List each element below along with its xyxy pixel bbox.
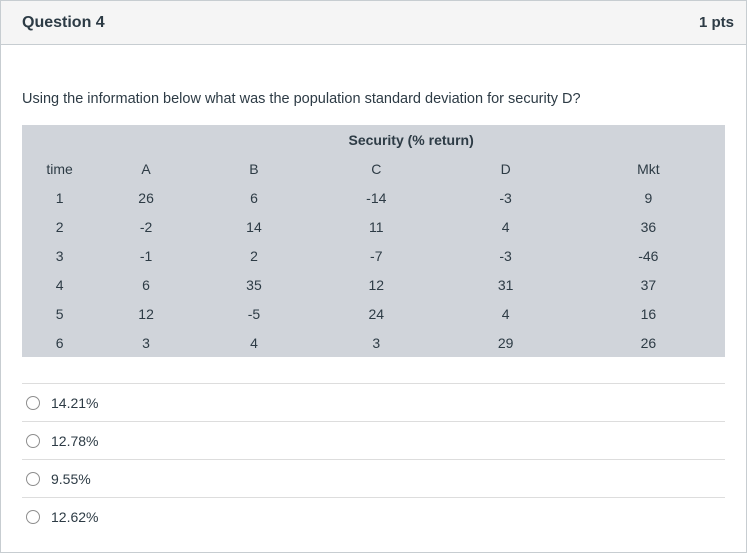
col-header-c: C (371, 160, 382, 177)
table-cell: 11 (369, 218, 384, 235)
table-cell: -46 (638, 247, 659, 264)
table-cell: 35 (246, 276, 262, 293)
table-cell: -2 (139, 218, 153, 235)
table-cell: 3 (372, 334, 381, 351)
table-row: 5 12 -5 24 4 16 (22, 299, 725, 328)
answer-option[interactable]: 12.62% (22, 498, 725, 536)
table-cell: 26 (138, 189, 154, 206)
table-cell: 3 (55, 247, 64, 264)
table-cell: 2 (55, 218, 64, 235)
table-row: 6 3 4 3 29 26 (22, 328, 725, 357)
table-cell: 26 (640, 334, 657, 351)
table-cell: 6 (142, 276, 150, 293)
table-title-row: Security (% return) (22, 125, 725, 154)
table-cell: 5 (55, 305, 64, 322)
table-cell: 4 (250, 334, 258, 351)
col-header-b: B (249, 160, 259, 177)
answer-label[interactable]: 14.21% (51, 394, 99, 411)
answer-label[interactable]: 12.78% (51, 432, 99, 449)
table-cell: 6 (55, 334, 64, 351)
table-cell: 4 (501, 218, 510, 235)
table-cell: -1 (139, 247, 153, 264)
table-cell: 6 (250, 189, 258, 206)
table-cell: 37 (640, 276, 657, 293)
answer-label[interactable]: 9.55% (51, 470, 91, 487)
question-points: 1 pts (698, 14, 734, 31)
radio-button[interactable] (26, 433, 40, 448)
radio-button[interactable] (26, 395, 40, 410)
table-cell: -14 (366, 189, 387, 206)
question-body: Using the information below what was the… (1, 89, 746, 536)
table-row: 2 -2 14 11 4 36 (22, 212, 725, 241)
table-row: 4 6 35 12 31 37 (22, 270, 725, 299)
question-text: Using the information below what was the… (22, 91, 581, 107)
table-cell: 2 (250, 247, 258, 264)
radio-button[interactable] (26, 471, 40, 486)
table-cell: 4 (501, 305, 510, 322)
table-title-spacer (22, 125, 97, 154)
col-header-time: time (46, 160, 73, 177)
radio-button[interactable] (26, 510, 40, 524)
table-header-row: time A B C D Mkt (22, 154, 725, 183)
question-header: Question 4 1 pts (1, 1, 746, 45)
col-header-d: D (500, 160, 511, 177)
answer-option[interactable]: 12.78% (22, 422, 725, 460)
table-cell: 36 (640, 218, 657, 235)
table-row: 1 26 6 -14 -3 9 (22, 183, 725, 212)
table-cell: 31 (497, 276, 514, 293)
table-cell: 12 (138, 305, 154, 322)
question-title: Question 4 (22, 13, 105, 31)
col-header-a: A (141, 160, 151, 177)
table-cell: -7 (370, 247, 383, 264)
col-header-mkt: Mkt (637, 160, 660, 177)
answer-option[interactable]: 9.55% (22, 460, 725, 498)
table-cell: -3 (499, 247, 512, 264)
table-cell: 9 (644, 189, 653, 206)
table-cell: 3 (142, 334, 150, 351)
table-cell: 12 (368, 276, 385, 293)
answer-options: 14.21% 12.78% 9.55% 12.62% (22, 383, 725, 536)
table-cell: 29 (497, 334, 514, 351)
answer-option[interactable]: 14.21% (22, 384, 725, 422)
table-cell: -5 (247, 305, 261, 322)
answer-label[interactable]: 12.62% (51, 509, 99, 525)
table-cell: 24 (368, 305, 385, 322)
table-title: Security (% return) (348, 131, 474, 148)
security-returns-table: Security (% return) time A B C D Mkt 1 2… (22, 125, 725, 357)
table-row: 3 -1 2 -7 -3 -46 (22, 241, 725, 270)
table-cell: 4 (55, 276, 64, 293)
table-cell: 1 (55, 189, 64, 206)
table-cell: 16 (640, 305, 657, 322)
table-cell: -3 (499, 189, 512, 206)
table-cell: 14 (246, 218, 262, 235)
